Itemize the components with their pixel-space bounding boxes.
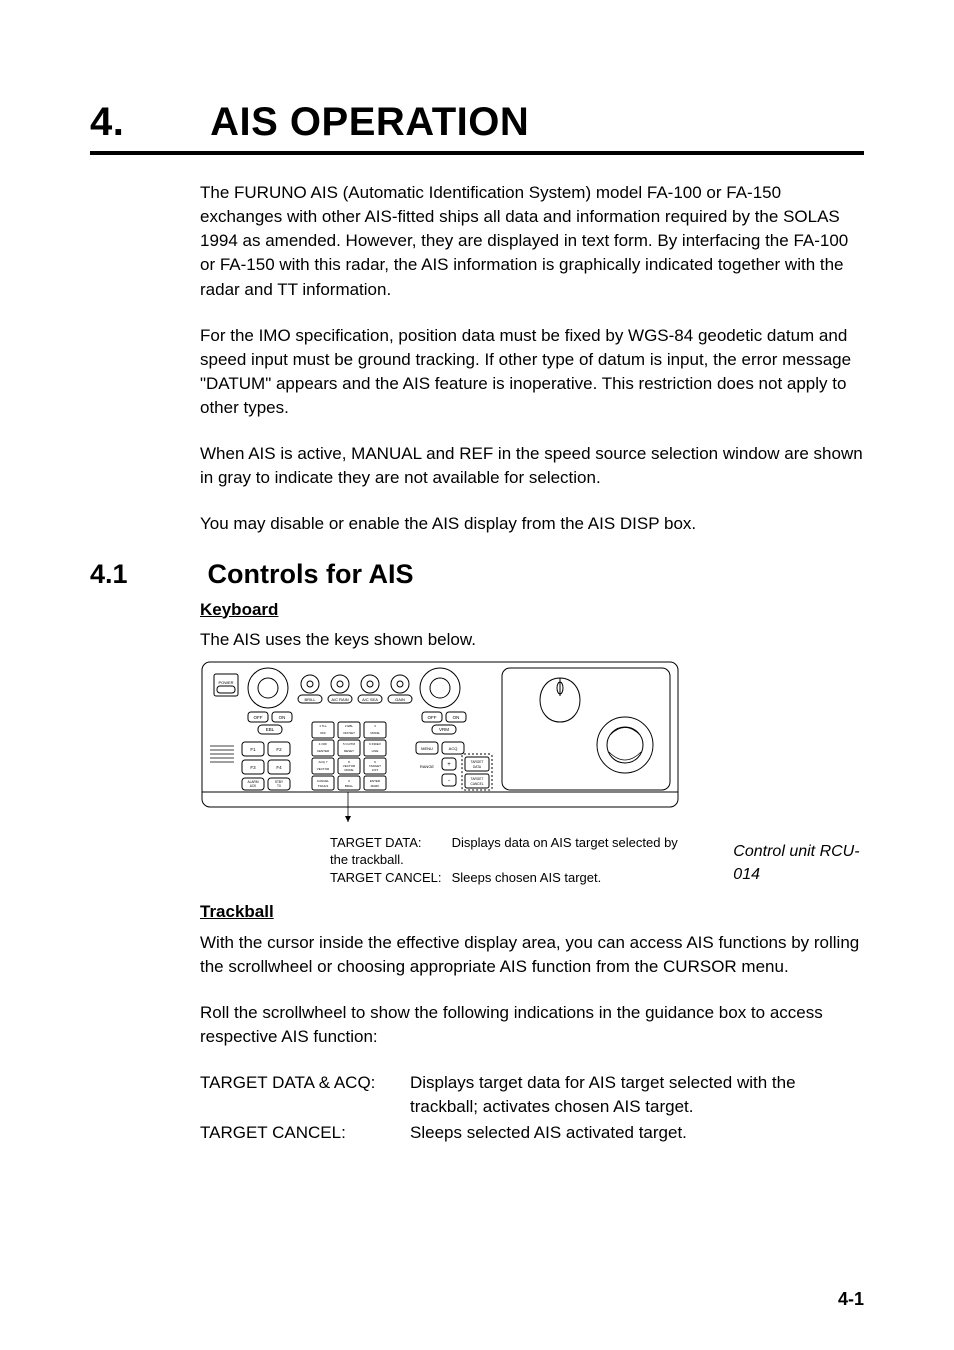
- svg-text:BRILL: BRILL: [304, 697, 316, 702]
- svg-text:F2: F2: [276, 747, 282, 752]
- svg-text:CANCEL: CANCEL: [317, 779, 330, 783]
- section-title-text: Controls for AIS: [208, 559, 414, 589]
- figure-caption-row: TARGET DATA: Displays data on AIS target…: [200, 834, 864, 887]
- unit-label: Control unit RCU-014: [733, 841, 864, 886]
- svg-text:2 EBL: 2 EBL: [345, 724, 354, 728]
- svg-text:LINE: LINE: [372, 749, 379, 753]
- caption-2-label: TARGET CANCEL:: [330, 869, 448, 887]
- svg-text:EBL: EBL: [266, 727, 275, 732]
- svg-text:OFF: OFF: [320, 731, 326, 735]
- svg-text:RANGE: RANGE: [420, 764, 435, 769]
- chapter-title: 4. AIS OPERATION: [90, 100, 864, 145]
- def-term-1: TARGET DATA & ACQ:: [200, 1071, 410, 1119]
- def-desc-1: Displays target data for AIS target sele…: [410, 1071, 864, 1119]
- svg-text:ACQ 7: ACQ 7: [318, 760, 327, 764]
- intro-para-2: For the IMO specification, position data…: [200, 324, 864, 421]
- svg-text:OFF: OFF: [428, 715, 437, 720]
- title-rule: [90, 151, 864, 155]
- svg-text:DATA: DATA: [473, 765, 482, 769]
- svg-text:-: -: [448, 778, 450, 784]
- svg-text:ON: ON: [279, 715, 286, 720]
- trackball-para-1: With the cursor inside the effective dis…: [200, 931, 864, 979]
- def-desc-2: Sleeps selected AIS activated target.: [410, 1121, 864, 1145]
- svg-text:TARGET: TARGET: [471, 760, 484, 764]
- svg-text:6 INDEX: 6 INDEX: [369, 742, 381, 746]
- def-term-2: TARGET CANCEL:: [200, 1121, 410, 1145]
- svg-text:5 CU/TM: 5 CU/TM: [343, 742, 356, 746]
- svg-text:CENTER: CENTER: [317, 749, 330, 753]
- svg-text:F1: F1: [250, 747, 256, 752]
- trackball-heading: Trackball: [200, 900, 864, 924]
- section-number: 4.1: [90, 559, 200, 590]
- svg-text:VRM: VRM: [439, 727, 449, 732]
- svg-text:4 OFF: 4 OFF: [319, 742, 328, 746]
- svg-text:TRAILS: TRAILS: [318, 784, 329, 788]
- trackball-para-2: Roll the scrollwheel to show the followi…: [200, 1001, 864, 1049]
- svg-text:LIST: LIST: [372, 768, 379, 772]
- control-unit-figure: POWER BRILL A/C RAIN: [200, 660, 864, 830]
- control-unit-svg: POWER BRILL A/C RAIN: [200, 660, 680, 830]
- svg-text:VECTOR: VECTOR: [317, 767, 330, 771]
- svg-text:ON: ON: [453, 715, 460, 720]
- svg-text:ENTER: ENTER: [370, 779, 381, 783]
- svg-text:CANCEL: CANCEL: [471, 782, 484, 786]
- keyboard-lead: The AIS uses the keys shown below.: [200, 628, 864, 652]
- svg-text:MARK: MARK: [371, 784, 380, 788]
- caption-line-2: TARGET CANCEL: Sleeps chosen AIS target.: [330, 869, 693, 887]
- svg-text:ACK: ACK: [250, 784, 257, 788]
- svg-text:MENU: MENU: [421, 746, 433, 751]
- intro-para-4: You may disable or enable the AIS displa…: [200, 512, 864, 536]
- caption-1-label: TARGET DATA:: [330, 834, 448, 852]
- chapter-title-text: AIS OPERATION: [210, 100, 529, 144]
- svg-text:TARGET: TARGET: [471, 777, 484, 781]
- svg-text:+: +: [447, 762, 451, 768]
- svg-text:A/C SEA: A/C SEA: [362, 697, 378, 702]
- svg-text:MODE: MODE: [345, 768, 354, 772]
- keyboard-heading: Keyboard: [200, 598, 864, 622]
- chapter-number: 4.: [90, 100, 200, 145]
- page-number: 4-1: [838, 1289, 864, 1310]
- keyboard-block: Keyboard The AIS uses the keys shown bel…: [200, 598, 864, 1146]
- svg-text:A/C RAIN: A/C RAIN: [331, 697, 348, 702]
- def-row-1: TARGET DATA & ACQ: Displays target data …: [200, 1071, 864, 1119]
- svg-text:F4: F4: [276, 765, 282, 770]
- intro-para-3: When AIS is active, MANUAL and REF in th…: [200, 442, 864, 490]
- svg-text:OFF: OFF: [254, 715, 263, 720]
- caption-2-text: Sleeps chosen AIS target.: [452, 870, 602, 885]
- svg-text:F3: F3: [250, 765, 256, 770]
- svg-text:ACQ: ACQ: [449, 746, 458, 751]
- section-title: 4.1 Controls for AIS: [90, 559, 864, 590]
- caption-line-1: TARGET DATA: Displays data on AIS target…: [330, 834, 693, 869]
- intro-block: The FURUNO AIS (Automatic Identification…: [200, 181, 864, 537]
- svg-text:POWER: POWER: [218, 680, 233, 685]
- svg-text:RESET: RESET: [344, 749, 354, 753]
- figure-caption-left: TARGET DATA: Displays data on AIS target…: [330, 834, 693, 887]
- trackball-defs: TARGET DATA & ACQ: Displays target data …: [200, 1071, 864, 1145]
- page: 4. AIS OPERATION The FURUNO AIS (Automat…: [0, 0, 954, 1350]
- intro-para-1: The FURUNO AIS (Automatic Identification…: [200, 181, 864, 302]
- svg-text:1 TLL: 1 TLL: [319, 724, 327, 728]
- svg-text:MODE: MODE: [371, 731, 380, 735]
- def-row-2: TARGET CANCEL: Sleeps selected AIS activ…: [200, 1121, 864, 1145]
- svg-text:OFFSET: OFFSET: [343, 731, 355, 735]
- svg-text:GAIN: GAIN: [395, 697, 405, 702]
- svg-text:BRILL: BRILL: [345, 784, 354, 788]
